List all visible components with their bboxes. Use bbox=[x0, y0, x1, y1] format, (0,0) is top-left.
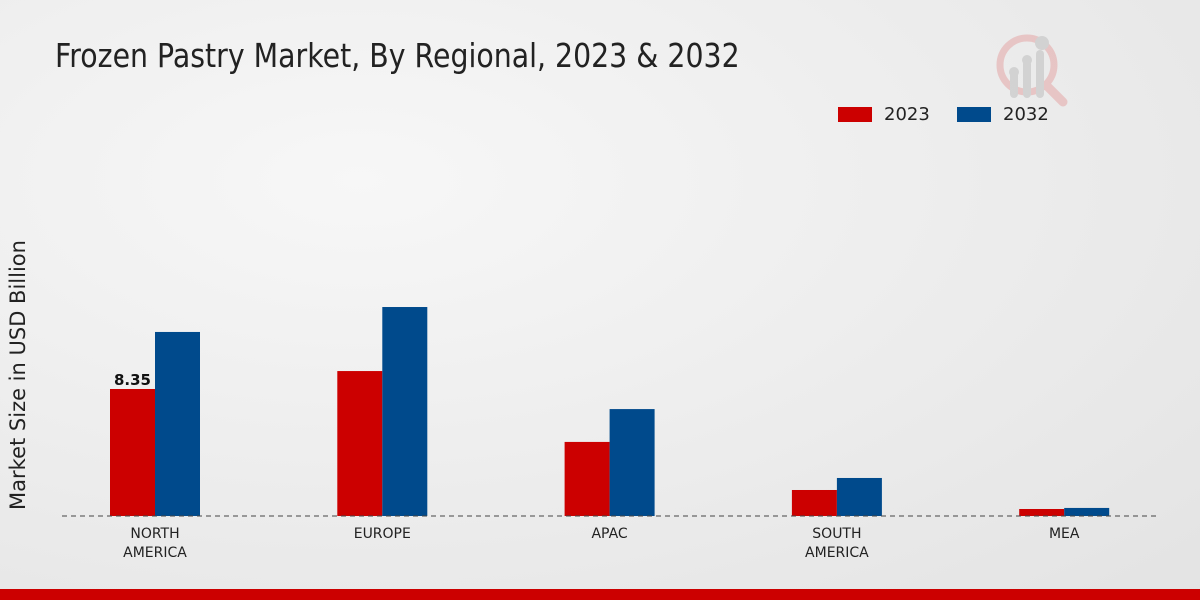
footer-bar bbox=[0, 589, 1200, 600]
chart-title: Frozen Pastry Market, By Regional, 2023 … bbox=[55, 36, 740, 75]
legend-swatch-2032 bbox=[957, 107, 991, 122]
bar-2023-south-america bbox=[791, 489, 837, 516]
bar-2032-europe bbox=[382, 307, 428, 516]
bar-2032-apac bbox=[609, 409, 655, 516]
x-tick-label: EUROPE bbox=[354, 526, 411, 542]
bar-2032-mea bbox=[1064, 507, 1110, 516]
x-tick-label: MEA bbox=[1049, 526, 1080, 542]
bar-2032-south-america bbox=[836, 477, 882, 516]
bar-2023-apac bbox=[564, 441, 610, 516]
bar-2023-europe bbox=[337, 371, 383, 516]
legend-item-2032: 2032 bbox=[957, 104, 1049, 125]
x-tick-label: SOUTH AMERICA bbox=[805, 526, 869, 561]
legend-label-2032: 2032 bbox=[1003, 104, 1049, 125]
bar-2023-north-america bbox=[110, 388, 155, 516]
x-tick-label: NORTH AMERICA bbox=[123, 526, 187, 561]
data-label: 8.35 bbox=[114, 371, 151, 389]
legend-item-2023: 2023 bbox=[838, 104, 930, 125]
legend-label-2023: 2023 bbox=[884, 104, 930, 125]
x-tick-label: APAC bbox=[591, 526, 627, 542]
bar-2023-mea bbox=[1019, 509, 1065, 516]
legend-swatch-2023 bbox=[838, 107, 872, 122]
logo-icon bbox=[996, 34, 1068, 107]
bar-2032-north-america bbox=[155, 331, 200, 516]
